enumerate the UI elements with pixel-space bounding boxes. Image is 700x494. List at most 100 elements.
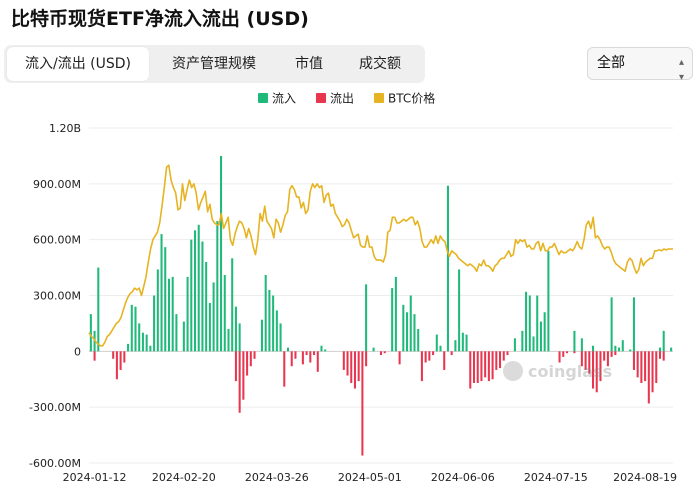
inflow-bar xyxy=(413,314,416,352)
legend-swatch xyxy=(316,93,326,103)
inflow-bar xyxy=(632,297,635,352)
outflow-bar xyxy=(502,351,505,361)
outflow-bar xyxy=(606,351,609,367)
inflow-bar xyxy=(409,295,412,352)
inflow-bar xyxy=(439,345,442,352)
inflow-bar xyxy=(286,347,290,352)
outflow-bar xyxy=(353,351,356,389)
inflow-bar xyxy=(580,338,583,352)
tab-flow-usd[interactable]: 流入/流出 (USD) xyxy=(7,47,149,81)
outflow-bar xyxy=(603,351,606,361)
inflow-bar xyxy=(539,321,542,352)
inflow-bar xyxy=(193,230,197,352)
outflow-bar xyxy=(346,351,349,376)
inflow-bar xyxy=(205,262,208,352)
outflow-bar xyxy=(294,351,297,359)
inflow-bar xyxy=(629,349,632,352)
outflow-bar xyxy=(573,351,576,354)
range-select[interactable]: 全部 ▴ ▾ xyxy=(587,47,693,83)
outflow-bar xyxy=(580,351,583,367)
outflow-bar xyxy=(655,351,658,383)
legend-label: 流入 xyxy=(272,92,296,106)
outflow-bar xyxy=(499,351,502,369)
inflow-bar xyxy=(138,323,141,352)
inflow-bar xyxy=(141,332,144,352)
outflow-bar xyxy=(361,351,364,456)
inflow-bar xyxy=(167,278,170,352)
legend-label: 流出 xyxy=(330,92,354,106)
inflow-bar xyxy=(417,329,420,352)
outflow-bar xyxy=(476,351,479,383)
page-title: 比特币现货ETF净流入流出 (USD) xyxy=(11,8,309,30)
tab-market-cap[interactable]: 市值 xyxy=(295,56,323,72)
outflow-bar xyxy=(443,351,446,370)
y-tick-label: 0 xyxy=(74,345,81,358)
outflow-bar xyxy=(565,351,569,354)
outflow-bar xyxy=(234,351,237,382)
inflow-bar xyxy=(521,330,524,352)
outflow-bar xyxy=(588,351,591,374)
inflow-bar xyxy=(197,224,200,352)
outflow-bar xyxy=(469,351,472,389)
outflow-bar xyxy=(242,351,245,400)
x-tick-label: 2024-02-20 xyxy=(152,471,216,484)
x-tick-label: 2024-01-12 xyxy=(63,471,127,484)
x-tick-label: 2024-07-15 xyxy=(524,471,588,484)
legend-label: BTC价格 xyxy=(388,91,435,106)
legend-swatch xyxy=(258,93,268,103)
inflow-bar xyxy=(543,312,546,352)
outflow-bar xyxy=(662,351,665,361)
inflow-bar xyxy=(365,284,368,352)
inflow-bar xyxy=(324,349,327,352)
inflow-bar xyxy=(662,330,665,352)
inflow-bar xyxy=(171,276,174,352)
inflow-bar xyxy=(175,314,178,352)
inflow-bar xyxy=(446,185,449,352)
outflow-bar xyxy=(472,351,476,383)
inflow-bar xyxy=(89,314,92,352)
inflow-bar xyxy=(592,345,595,352)
inflow-bar xyxy=(130,304,133,352)
x-tick-label: 2024-08-19 xyxy=(613,471,677,484)
outflow-bar xyxy=(357,351,360,382)
outflow-bar xyxy=(246,351,249,376)
inflow-bar xyxy=(614,345,617,352)
coinglass-logo-icon xyxy=(503,361,523,381)
inflow-bar xyxy=(525,291,528,352)
inflow-bar xyxy=(532,336,535,352)
legend-swatch xyxy=(374,93,384,103)
y-tick-label: 300.00M xyxy=(33,290,81,303)
outflow-bar xyxy=(316,351,319,372)
outflow-bar xyxy=(614,351,617,356)
tab-aum[interactable]: 资产管理规模 xyxy=(172,56,256,72)
outflow-bar xyxy=(595,351,598,393)
outflow-bar xyxy=(119,351,122,370)
inflow-bar xyxy=(156,269,159,352)
outflow-bar xyxy=(636,351,639,378)
inflow-bar xyxy=(212,282,215,352)
inflow-bar xyxy=(406,312,409,352)
outflow-bar xyxy=(238,351,241,413)
inflow-bar xyxy=(435,334,438,352)
inflow-bar xyxy=(153,295,156,352)
outflow-bar xyxy=(309,351,312,363)
inflow-bar xyxy=(658,347,662,352)
outflow-bar xyxy=(420,351,423,382)
outflow-bar xyxy=(562,351,565,357)
watermark-text: coinglass xyxy=(528,362,612,381)
outflow-bar xyxy=(432,351,435,356)
inflow-bar xyxy=(536,295,539,352)
outflow-bar xyxy=(632,351,635,370)
outflow-bar xyxy=(123,351,126,363)
outflow-bar xyxy=(342,351,345,370)
inflow-bar xyxy=(372,347,375,352)
outflow-bar xyxy=(283,351,286,387)
outflow-bar xyxy=(487,351,490,382)
outflow-bar xyxy=(484,351,487,378)
y-tick-label: 900.00M xyxy=(33,178,81,191)
outflow-bar xyxy=(558,351,561,363)
outflow-bar xyxy=(93,351,96,361)
tab-volume[interactable]: 成交额 xyxy=(359,56,401,72)
inflow-bar xyxy=(461,332,464,352)
